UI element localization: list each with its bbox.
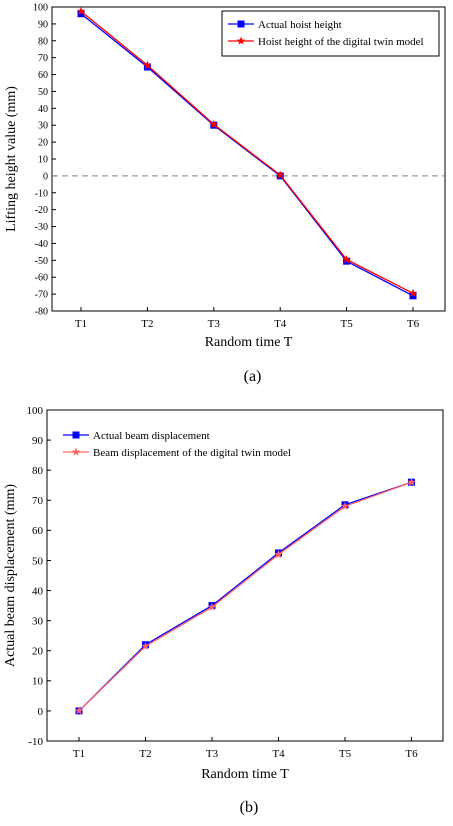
x-tick-label: T4 bbox=[274, 318, 287, 330]
y-tick-label: -20 bbox=[35, 205, 48, 216]
series-2-point bbox=[342, 254, 351, 264]
series-1-point bbox=[77, 10, 85, 18]
y-tick-label: 30 bbox=[38, 121, 48, 132]
y-tick-label: -80 bbox=[35, 307, 48, 318]
y-tick-label: -50 bbox=[35, 256, 48, 267]
y-tick-label: 20 bbox=[32, 646, 44, 658]
y-tick-label: 0 bbox=[43, 171, 48, 182]
y-tick-label: 100 bbox=[33, 3, 48, 14]
y-tick-label: -10 bbox=[35, 188, 48, 199]
series-2-point bbox=[76, 6, 86, 15]
figure-caption: (a) bbox=[244, 368, 262, 385]
x-tick-label: T2 bbox=[139, 748, 151, 760]
y-tick-label: 20 bbox=[38, 138, 48, 149]
x-axis-label: Random time T bbox=[201, 767, 289, 782]
legend-marker-2 bbox=[71, 447, 81, 456]
y-tick-label: 100 bbox=[27, 405, 44, 417]
y-tick-label: 40 bbox=[38, 104, 48, 115]
series-2-point bbox=[143, 60, 152, 69]
y-tick-label: 80 bbox=[32, 465, 44, 477]
y-tick-label: -30 bbox=[35, 222, 48, 233]
figure-caption: (b) bbox=[240, 799, 259, 816]
y-tick-label: 60 bbox=[32, 525, 44, 537]
series-2-point bbox=[275, 170, 285, 179]
y-tick-label: 10 bbox=[32, 676, 44, 688]
x-tick-label: T5 bbox=[339, 748, 352, 760]
y-tick-label: 70 bbox=[38, 53, 48, 64]
series-1-point bbox=[409, 292, 417, 300]
series-line-2 bbox=[80, 10, 414, 294]
y-tick-label: 30 bbox=[32, 615, 44, 627]
legend-marker-1 bbox=[72, 431, 80, 439]
legend-label-2: Beam displacement of the digital twin mo… bbox=[93, 447, 291, 459]
y-tick-label: 70 bbox=[32, 495, 44, 507]
legend-label-1: Actual beam displacement bbox=[93, 430, 210, 442]
series-2-point bbox=[207, 602, 217, 611]
x-tick-label: T1 bbox=[73, 748, 85, 760]
chart-a: -80 -70 -60 -50 -40 -30 -20 -10 0 10 20 30 40 50 60 70 8… bbox=[4, 3, 446, 385]
y-tick-label: 50 bbox=[38, 87, 48, 98]
series-line-2 bbox=[78, 481, 412, 712]
x-tick-label: T5 bbox=[340, 318, 353, 330]
plot-frame bbox=[46, 409, 444, 742]
x-axis-label: Random time T bbox=[205, 335, 293, 350]
y-tick-label: 10 bbox=[38, 155, 48, 166]
series-2-point bbox=[209, 119, 219, 129]
series-2-point bbox=[141, 641, 150, 650]
series-2-point bbox=[408, 288, 418, 297]
y-tick-label: 50 bbox=[32, 555, 44, 567]
series-line-1 bbox=[78, 481, 412, 712]
y-tick-label: -70 bbox=[35, 290, 48, 301]
y-tick-label: 60 bbox=[38, 70, 48, 81]
y-tick-label: 90 bbox=[38, 19, 48, 30]
x-tick-label: T4 bbox=[272, 748, 285, 760]
legend-box bbox=[221, 10, 440, 57]
series-2-point bbox=[274, 549, 283, 559]
y-tick-label: -60 bbox=[35, 273, 48, 284]
y-tick-label: 80 bbox=[38, 36, 48, 47]
legend-label-2: Hoist height of the digital twin model bbox=[258, 36, 424, 48]
y-tick-label: -10 bbox=[28, 736, 43, 748]
legend-marker-2 bbox=[236, 36, 246, 45]
series-2-point bbox=[407, 477, 416, 486]
x-tick-label: T2 bbox=[141, 318, 153, 330]
legend-label-1: Actual hoist height bbox=[258, 19, 342, 31]
y-tick-label: 0 bbox=[38, 706, 44, 718]
y-axis-label: Lifting height value (mm) bbox=[4, 86, 19, 232]
legend-marker-1 bbox=[237, 20, 245, 28]
x-tick-label: T6 bbox=[407, 318, 420, 330]
series-line-1 bbox=[80, 13, 414, 297]
series-2-point bbox=[74, 706, 84, 715]
x-tick-label: T3 bbox=[208, 318, 221, 330]
legend: Actual beam displacement Beam displacemen… bbox=[63, 430, 291, 459]
y-axis-label: Actual beam displacement (mm) bbox=[3, 484, 18, 667]
y-tick-label: 40 bbox=[32, 585, 44, 597]
chart-b: -10 0 10 20 30 40 50 60 70 80 90 100 T1 T2 T3 T4 T5 T6 Ran… bbox=[3, 405, 444, 816]
x-tick-label: T1 bbox=[75, 318, 87, 330]
y-tick-label: 90 bbox=[32, 435, 44, 447]
x-tick-label: T3 bbox=[206, 748, 219, 760]
x-tick-label: T6 bbox=[405, 748, 418, 760]
series-2-point bbox=[340, 501, 350, 510]
legend: Actual hoist height Hoist height of the d… bbox=[221, 10, 440, 57]
y-tick-label: -40 bbox=[35, 239, 48, 250]
